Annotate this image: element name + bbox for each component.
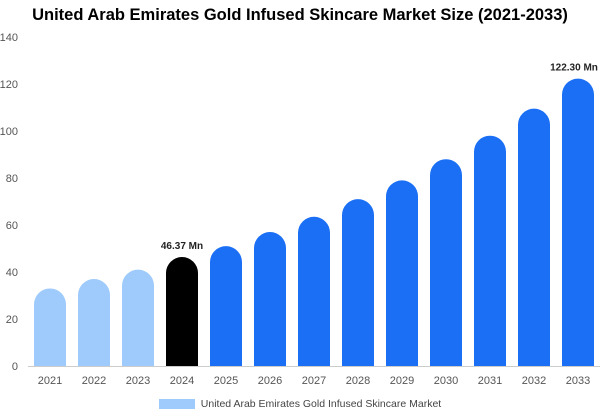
x-tick-label: 2024 <box>170 375 194 387</box>
bar-2026 <box>254 232 286 366</box>
bar-2023 <box>122 269 154 366</box>
x-tick-label: 2032 <box>522 375 546 387</box>
y-tick-label: 100 <box>0 126 18 138</box>
legend-swatch <box>158 399 195 409</box>
x-tick-label: 2025 <box>214 375 238 387</box>
data-label: 122.30 Mn <box>550 63 598 74</box>
y-tick-label: 120 <box>0 79 18 91</box>
x-tick-label: 2026 <box>258 375 282 387</box>
bar-2021 <box>34 288 66 366</box>
bars <box>34 78 594 367</box>
bar-2022 <box>78 279 110 366</box>
bar-2025 <box>210 246 242 366</box>
legend-label: United Arab Emirates Gold Infused Skinca… <box>200 398 442 410</box>
x-tick-label: 2022 <box>82 375 106 387</box>
x-tick-label: 2028 <box>346 375 370 387</box>
y-tick-label: 40 <box>6 267 18 279</box>
x-tick-label: 2030 <box>434 375 458 387</box>
x-tick-label: 2021 <box>38 375 62 387</box>
x-tick-label: 2027 <box>302 375 326 387</box>
bar-2031 <box>474 135 506 366</box>
x-tick-label: 2023 <box>126 375 150 387</box>
x-tick-label: 2033 <box>566 375 590 387</box>
x-axis: 2021 2022 2023 2024 2025 2026 2027 2028 2029 2030… <box>28 366 600 387</box>
x-tick-label: 2029 <box>390 375 414 387</box>
bar-2033 <box>562 78 594 366</box>
bar-2027 <box>298 216 330 366</box>
y-tick-label: 0 <box>12 361 18 373</box>
x-tick-label: 2031 <box>478 375 502 387</box>
bar-2028 <box>342 199 374 366</box>
legend: United Arab Emirates Gold Infused Skinca… <box>0 396 600 412</box>
bar-2032 <box>518 108 550 367</box>
bar-2029 <box>386 180 418 366</box>
bar-2024 <box>166 257 198 366</box>
y-tick-label: 20 <box>6 314 18 326</box>
chart-title: United Arab Emirates Gold Infused Skinca… <box>32 6 568 24</box>
y-axis: 0 20 40 60 80 100 120 140 <box>0 32 18 373</box>
y-tick-label: 60 <box>6 220 18 232</box>
y-tick-label: 80 <box>6 173 18 185</box>
y-tick-label: 140 <box>0 32 18 44</box>
bar-2030 <box>430 159 462 366</box>
data-label: 46.37 Mn <box>161 241 203 252</box>
annotations: 46.37 Mn 122.30 Mn <box>161 63 598 252</box>
